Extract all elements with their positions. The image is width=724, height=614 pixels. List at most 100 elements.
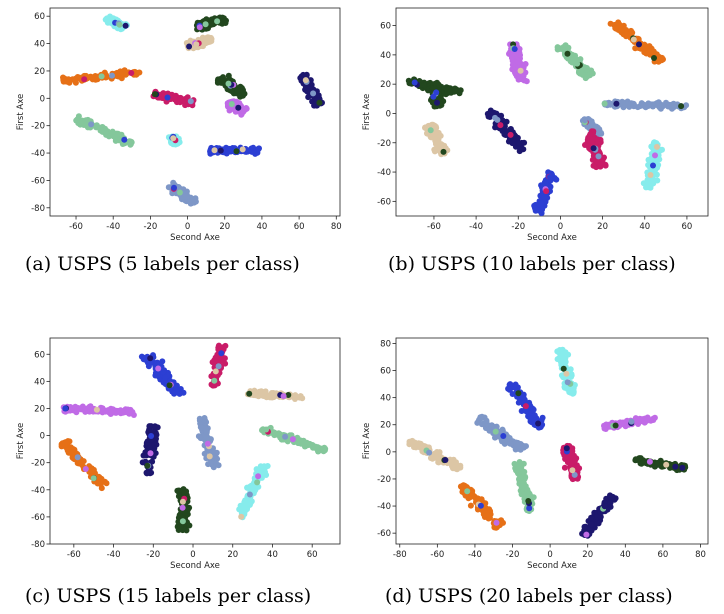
scatter-point bbox=[129, 409, 136, 415]
labeled-point bbox=[164, 94, 171, 101]
scatter-point bbox=[214, 77, 221, 84]
x-tick-label: -40 bbox=[468, 550, 482, 560]
cluster-4 bbox=[150, 88, 197, 109]
scatter-point bbox=[492, 434, 498, 441]
labeled-point bbox=[426, 449, 433, 456]
labeled-point bbox=[492, 428, 499, 435]
cluster-9 bbox=[579, 492, 619, 539]
scatter-point bbox=[562, 453, 569, 460]
scatter-point bbox=[541, 194, 548, 201]
y-tick-label: -60 bbox=[377, 529, 391, 539]
x-tick-label: 40 bbox=[620, 550, 631, 560]
scatter-point bbox=[199, 34, 206, 41]
scatter-point bbox=[60, 78, 67, 85]
labeled-point bbox=[204, 440, 211, 447]
scatter-point bbox=[438, 96, 445, 102]
scatter-point bbox=[221, 78, 228, 84]
scatter-point bbox=[543, 178, 550, 184]
labeled-point bbox=[432, 130, 439, 137]
scatter-point bbox=[437, 132, 444, 139]
labeled-point bbox=[81, 76, 88, 83]
scatter-point bbox=[602, 161, 609, 168]
cluster-7 bbox=[139, 423, 161, 477]
scatter-point bbox=[486, 513, 493, 520]
y-tick-label: -80 bbox=[31, 204, 45, 214]
scatter-point bbox=[212, 358, 219, 365]
scatter-point bbox=[522, 61, 529, 67]
labeled-point bbox=[651, 55, 657, 61]
y-tick-label: 0 bbox=[40, 432, 45, 442]
scatter-point bbox=[452, 88, 459, 95]
scatter-point bbox=[446, 88, 453, 95]
scatter-point bbox=[597, 130, 604, 136]
scatter-point bbox=[423, 124, 430, 131]
labeled-point bbox=[151, 91, 158, 98]
y-tick-label: -60 bbox=[31, 513, 45, 523]
scatter-point bbox=[297, 438, 304, 444]
labeled-point bbox=[62, 405, 69, 412]
scatter-chart-d: -80 -60 -40 -20 0 20 40 60 80 -60 -40 -20 0 20 40 60 80 S… bbox=[362, 337, 709, 571]
labeled-point bbox=[601, 100, 608, 107]
labeled-point bbox=[282, 433, 289, 440]
labeled-point bbox=[98, 73, 105, 80]
labeled-point bbox=[108, 409, 115, 416]
scatter-point bbox=[162, 374, 169, 381]
labeled-point bbox=[581, 117, 588, 124]
scatter-point bbox=[492, 124, 499, 131]
x-tick-label: -20 bbox=[511, 222, 525, 232]
labeled-point bbox=[660, 103, 667, 110]
y-tick-label: -80 bbox=[31, 540, 45, 550]
scatter-point bbox=[648, 143, 655, 150]
y-axis-label: First Axe bbox=[16, 94, 26, 130]
points-layer bbox=[60, 13, 325, 207]
scatter-point bbox=[508, 54, 515, 61]
scatter-point bbox=[407, 439, 414, 445]
labeled-point bbox=[678, 103, 685, 110]
x-axis-label: Second Axe bbox=[170, 233, 220, 243]
scatter-point bbox=[474, 419, 481, 426]
scatter-point bbox=[82, 408, 89, 415]
scatter-point bbox=[558, 359, 564, 366]
cluster-7 bbox=[214, 72, 248, 100]
scatter-point bbox=[415, 440, 422, 447]
labeled-point bbox=[310, 90, 317, 97]
labeled-point bbox=[517, 67, 524, 74]
labeled-point bbox=[97, 126, 104, 133]
labeled-point bbox=[440, 148, 447, 155]
cluster-6 bbox=[601, 98, 690, 112]
scatter-point bbox=[431, 148, 438, 155]
scatter-point bbox=[488, 423, 495, 430]
cluster-2 bbox=[422, 121, 451, 158]
labeled-point bbox=[518, 474, 524, 481]
labeled-point bbox=[217, 147, 224, 154]
scatter-point bbox=[560, 46, 567, 53]
cluster-8 bbox=[457, 482, 506, 531]
scatter-point bbox=[588, 514, 595, 521]
scatter-point bbox=[78, 118, 85, 125]
y-tick-label: 80 bbox=[380, 339, 391, 349]
scatter-point bbox=[478, 415, 484, 422]
panel-d: -80 -60 -40 -20 0 20 40 60 80 -60 -40 -20 0 20 40 60 80 S… bbox=[362, 330, 712, 580]
labeled-point bbox=[543, 188, 550, 195]
scatter-point bbox=[590, 162, 597, 169]
scatter-point bbox=[521, 139, 528, 146]
x-tick-label: 40 bbox=[257, 222, 268, 232]
labeled-point bbox=[215, 363, 222, 370]
scatter-point bbox=[590, 152, 597, 159]
y-tick-label: 0 bbox=[386, 448, 391, 458]
caption-a: (a) USPS (5 labels per class) bbox=[25, 253, 300, 275]
labeled-point bbox=[246, 491, 253, 498]
scatter-point bbox=[58, 443, 65, 450]
y-tick-label: -60 bbox=[377, 197, 391, 207]
scatter-point bbox=[515, 399, 522, 406]
y-tick-label: 60 bbox=[34, 12, 45, 22]
scatter-point bbox=[186, 522, 193, 529]
x-tick-label: 0 bbox=[190, 550, 195, 560]
scatter-point bbox=[221, 355, 228, 362]
labeled-point bbox=[574, 60, 581, 67]
labeled-point bbox=[601, 503, 608, 510]
x-tick-label: 60 bbox=[294, 222, 305, 232]
scatter-point bbox=[154, 372, 161, 379]
y-tick-label: -20 bbox=[31, 459, 45, 469]
scatter-point bbox=[197, 424, 204, 431]
